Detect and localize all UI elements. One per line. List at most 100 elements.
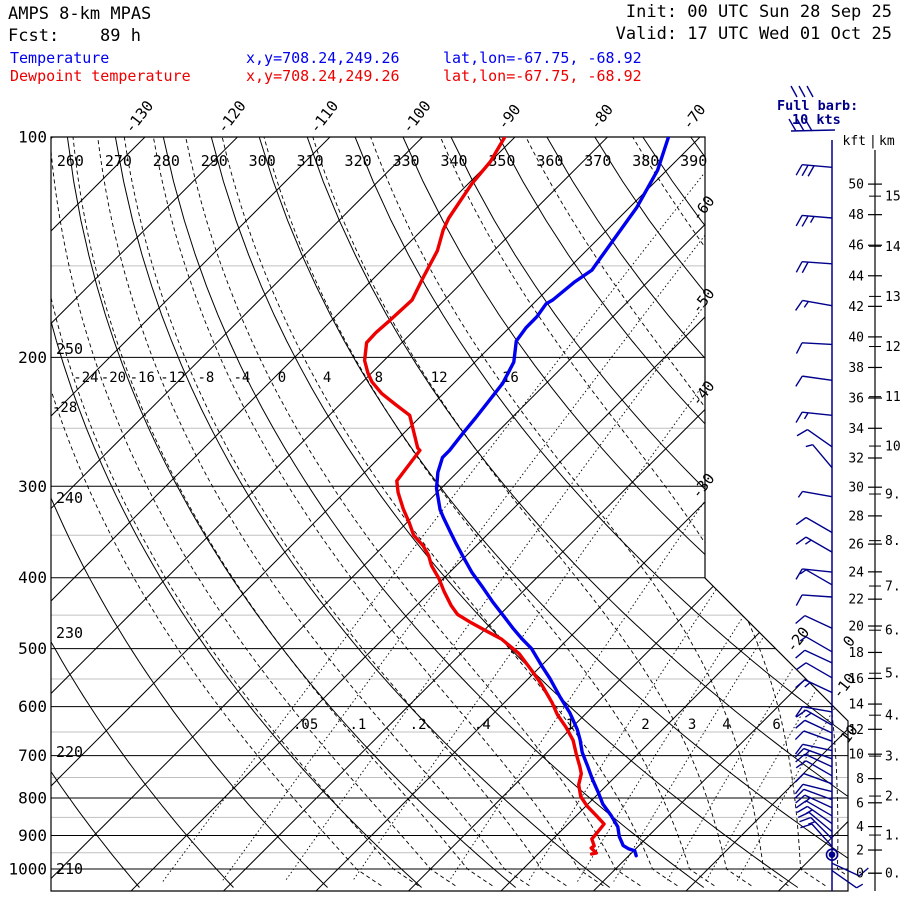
mixing-ratio-label: .4 bbox=[474, 717, 491, 733]
km-tick-label: 4. bbox=[885, 709, 900, 724]
moist-adiabat-label: 4 bbox=[323, 370, 331, 386]
kft-tick-label: 2 bbox=[856, 844, 864, 859]
wind-barb-icon bbox=[795, 163, 833, 177]
isotherm-label-top: -110 bbox=[306, 97, 342, 137]
moist-adiabat-label: -4 bbox=[233, 370, 250, 386]
mixing-ratio-line bbox=[613, 137, 848, 882]
kft-tick-label: 46 bbox=[848, 239, 864, 254]
kft-tick-label: 26 bbox=[848, 538, 864, 553]
moist-adiabat-line bbox=[312, 137, 752, 887]
km-axis-label: km bbox=[879, 134, 895, 149]
wind-barb-icon bbox=[831, 870, 864, 889]
isotherm-line bbox=[51, 137, 423, 891]
barb-half-feather bbox=[803, 412, 809, 420]
dry-adiabat-label-top: 300 bbox=[249, 152, 276, 170]
temperature-latlon: lat,lon=-67.75, -68.92 bbox=[443, 49, 642, 67]
barb-shaft bbox=[804, 719, 833, 734]
km-tick-label: 5. bbox=[885, 667, 900, 682]
barb-half-feather bbox=[799, 636, 807, 642]
dry-adiabat-line bbox=[51, 137, 422, 888]
kft-tick-label: 18 bbox=[848, 646, 864, 661]
mixing-ratio-line bbox=[221, 137, 782, 882]
barb-shaft bbox=[802, 342, 833, 346]
barb-feather bbox=[807, 165, 815, 177]
barb-feather bbox=[801, 164, 809, 177]
dry-adiabat-label-top: 310 bbox=[297, 152, 324, 170]
barb-key-barb-icon bbox=[788, 118, 836, 132]
dry-adiabat-label-top: 380 bbox=[632, 152, 659, 170]
barb-feather bbox=[795, 300, 804, 311]
moist-adiabat-label: -8 bbox=[197, 370, 214, 386]
dry-adiabat-label-left: 240 bbox=[56, 489, 83, 507]
barb-shaft bbox=[831, 870, 857, 889]
wind-barb-icon bbox=[800, 823, 833, 847]
dry-adiabat-line bbox=[690, 137, 848, 888]
mixing-ratio-line bbox=[284, 137, 833, 882]
barb-shaft bbox=[802, 411, 833, 416]
moist-adiabat-label: -12 bbox=[160, 370, 185, 386]
barb-feather bbox=[800, 823, 813, 829]
barb-feather bbox=[795, 568, 803, 580]
pressure-label: 600 bbox=[18, 697, 47, 716]
wind-barb-icon bbox=[794, 788, 833, 801]
barb-feather bbox=[796, 428, 808, 437]
wind-barb-icon bbox=[795, 614, 833, 629]
isotherm-line bbox=[51, 137, 331, 891]
kft-tick-label: 36 bbox=[848, 392, 864, 407]
kft-tick-label: 32 bbox=[848, 451, 864, 466]
moist-adiabat-label: 12 bbox=[431, 370, 448, 386]
barb-feather bbox=[795, 261, 803, 273]
wind-barb-icon bbox=[795, 662, 833, 679]
isotherm-label-top: -130 bbox=[121, 97, 157, 137]
wind-barb-icon bbox=[794, 743, 833, 755]
dry-adiabat-line bbox=[51, 137, 234, 888]
dry-adiabat-label-top: 280 bbox=[153, 152, 180, 170]
dry-adiabat-line bbox=[66, 137, 517, 888]
dry-adiabat-label-left: 250 bbox=[56, 340, 83, 358]
moist-adiabat-label: -16 bbox=[130, 370, 155, 386]
moist-adiabat-line bbox=[370, 137, 789, 887]
barb-feather bbox=[795, 794, 806, 804]
barb-feather bbox=[794, 748, 805, 758]
barb-half-feather bbox=[805, 444, 813, 448]
barb-feather bbox=[795, 719, 806, 729]
valid-time: Valid: 17 UTC Wed 01 Oct 25 bbox=[616, 24, 892, 44]
barb-feather bbox=[795, 649, 806, 659]
dewpoint-curve bbox=[362, 137, 606, 856]
barb-feather bbox=[795, 760, 807, 769]
isotherm-line bbox=[223, 137, 848, 891]
mixing-ratio-label: .2 bbox=[410, 717, 427, 733]
wind-barb-icon bbox=[795, 594, 833, 606]
dry-adiabat-label-top: 360 bbox=[536, 152, 563, 170]
wind-barb-icon bbox=[795, 649, 833, 664]
wind-barb-icon bbox=[795, 719, 833, 734]
forecast-hours: 89 h bbox=[100, 26, 141, 46]
wind-barb-icon bbox=[795, 342, 833, 354]
moist-adiabat-line bbox=[72, 137, 493, 887]
barb-shaft bbox=[811, 823, 833, 847]
dry-adiabat-line bbox=[354, 137, 848, 888]
wind-barb-icon bbox=[796, 805, 833, 825]
km-tick-label: 6. bbox=[885, 624, 900, 639]
km-tick-label: 3. bbox=[885, 750, 900, 765]
moist-adiabat-line bbox=[51, 137, 456, 887]
barb-feather bbox=[795, 594, 803, 606]
wind-barb-icon bbox=[797, 811, 833, 833]
barb-shaft bbox=[802, 163, 833, 168]
dry-adiabat-line bbox=[402, 137, 848, 888]
moist-adiabat-line bbox=[185, 137, 641, 887]
mixing-ratio-line bbox=[666, 137, 848, 882]
mixing-ratio-line bbox=[577, 137, 848, 882]
temperature-curve bbox=[434, 137, 671, 858]
pressure-label: 900 bbox=[18, 826, 47, 845]
wind-barb-icon bbox=[795, 679, 833, 694]
barb-shaft bbox=[808, 811, 833, 833]
dry-adiabat-label-left: 230 bbox=[56, 624, 83, 642]
barb-shaft bbox=[804, 614, 833, 629]
barb-key-line1: Full barb: bbox=[777, 98, 858, 114]
barb-half-feather bbox=[856, 883, 864, 889]
wind-barb-icon bbox=[795, 299, 833, 311]
wind-barb-icon bbox=[795, 536, 833, 553]
wind-barb-icon bbox=[797, 490, 833, 498]
